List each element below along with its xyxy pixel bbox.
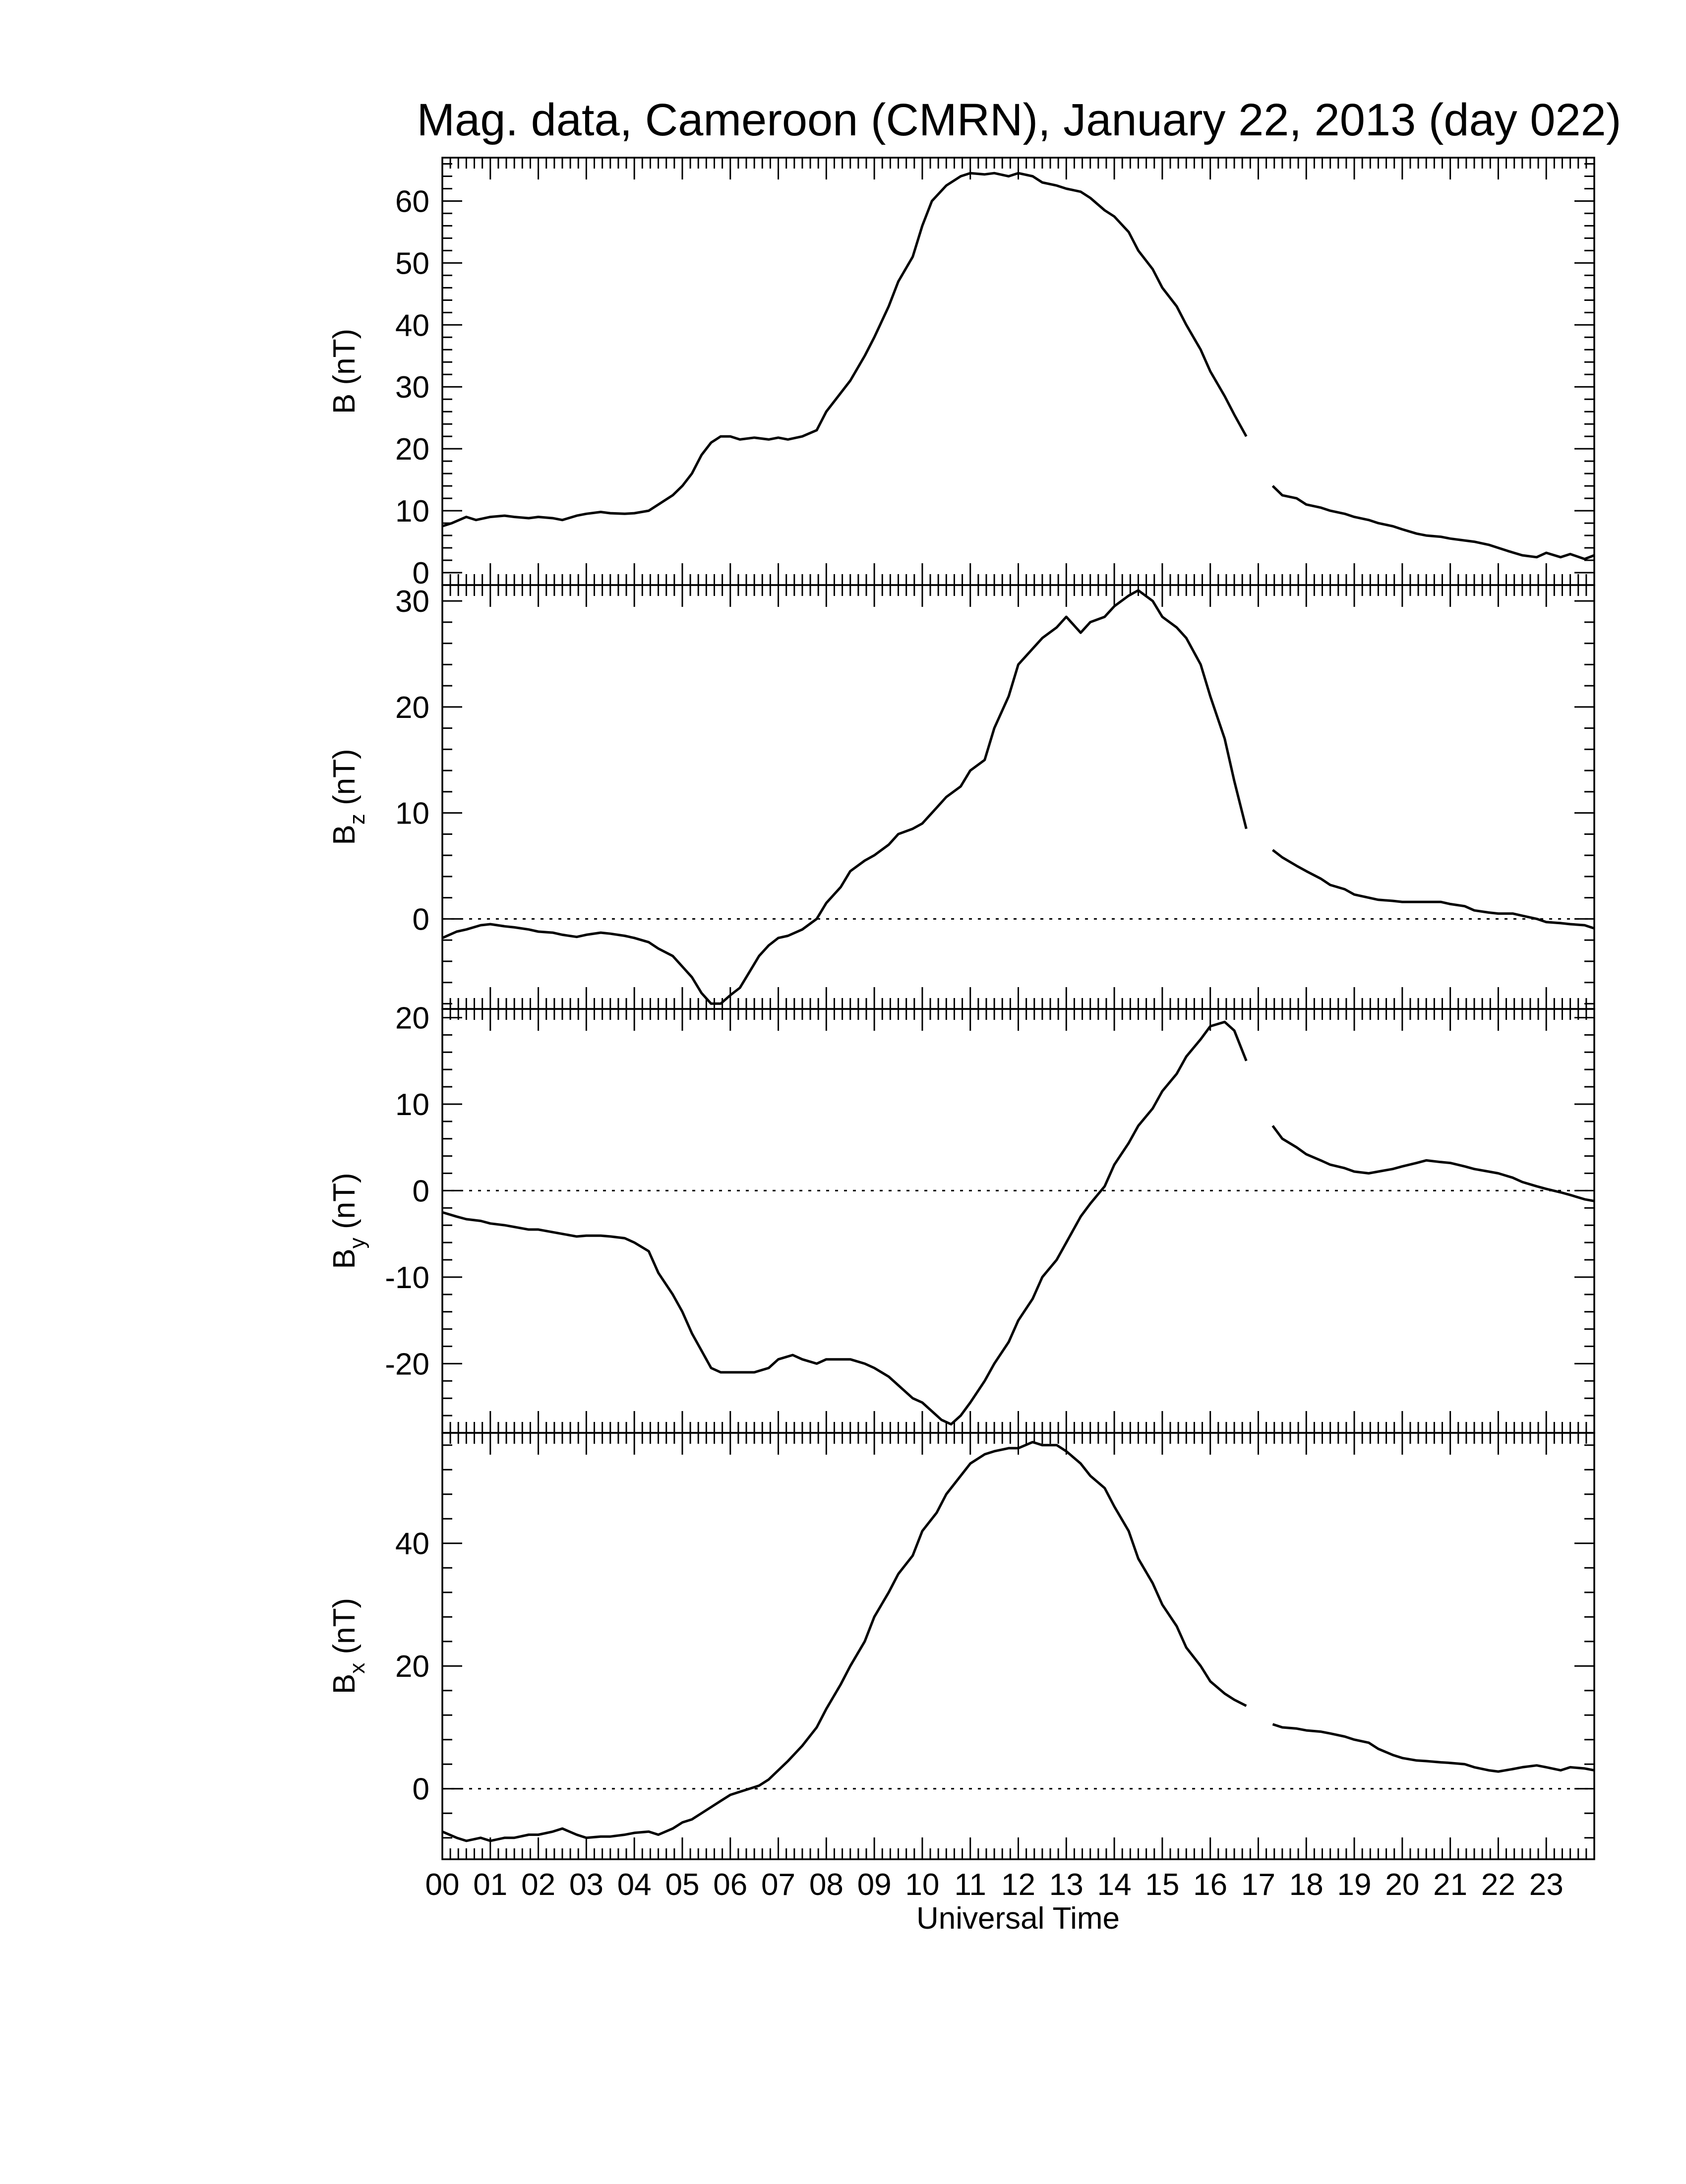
x-tick-label: 13: [1049, 1868, 1084, 1902]
y-tick-label: 0: [413, 1772, 429, 1807]
y-tick-label: 20: [395, 691, 429, 725]
x-tick-label: 09: [857, 1868, 892, 1902]
x-tick-label: 04: [617, 1868, 652, 1902]
trace-by-segment-2: [1271, 1125, 1595, 1202]
y-tick-label: 30: [395, 585, 429, 619]
y-axis-title: By (nT): [327, 1173, 369, 1269]
y-tick-label: -10: [385, 1261, 429, 1295]
x-ticks: [441, 585, 1595, 1009]
x-tick-label: 06: [713, 1868, 747, 1902]
panel-frame: [441, 1008, 1595, 1434]
trace-b-segment-2: [1271, 485, 1595, 560]
y-tick-label: 20: [395, 1001, 429, 1035]
x-tick-label: 01: [473, 1868, 507, 1902]
panel-frame: [441, 584, 1595, 1010]
x-tick-label: 12: [1001, 1868, 1035, 1902]
x-ticks: [441, 158, 1595, 585]
x-axis-tick-labels: 00 01 02 03 04 05 06 07 08 09 10 11 12 13 14 15 16 17 18 19…: [425, 1868, 1564, 1902]
x-tick-label: 05: [665, 1868, 699, 1902]
x-tick-label: 18: [1289, 1868, 1324, 1902]
x-axis-title: Universal Time: [916, 1901, 1120, 1936]
x-tick-label: 10: [905, 1868, 939, 1902]
y-tick-label: -20: [385, 1347, 429, 1381]
y-tick-label: 10: [395, 494, 429, 529]
y-axis-title: Bx (nT): [327, 1598, 369, 1694]
chart-title: Mag. data, Cameroon (CMRN), January 22, …: [417, 95, 1622, 145]
y-tick-label: 40: [395, 1527, 429, 1561]
y-tick-label: 50: [395, 246, 429, 281]
y-tick-label: 0: [413, 556, 429, 590]
panels-group: 0 10 20 30 40 50 60 B (nT) 0 10 20 30 Bz (nT) -20 -10 0…: [327, 157, 1595, 1860]
x-tick-label: 02: [521, 1868, 555, 1902]
y-axis: 0 10 20 30: [395, 585, 1594, 1004]
trace-bz-segment-1: [441, 589, 1248, 1005]
x-tick-label: 16: [1193, 1868, 1227, 1902]
y-tick-label: 0: [413, 902, 429, 937]
x-tick-label: 08: [809, 1868, 843, 1902]
panel-by: -20 -10 0 10 20 By (nT): [327, 1001, 1595, 1434]
y-tick-label: 10: [395, 1088, 429, 1122]
x-ticks: [441, 1009, 1595, 1433]
x-tick-label: 11: [955, 1868, 986, 1902]
x-tick-label: 19: [1337, 1868, 1372, 1902]
x-tick-label: 07: [761, 1868, 795, 1902]
y-axis: 0 20 40: [395, 1444, 1594, 1839]
x-ticks: [441, 1433, 1595, 1859]
y-tick-label: 40: [395, 308, 429, 343]
y-axis: 0 10 20 30 40 50 60: [395, 163, 1594, 590]
panel-frame: [441, 157, 1595, 586]
panel-frame: [441, 1432, 1595, 1860]
x-tick-label: 17: [1241, 1868, 1275, 1902]
trace-b-segment-1: [442, 172, 1248, 528]
x-tick-label: 00: [425, 1868, 460, 1902]
x-tick-label: 03: [569, 1868, 603, 1902]
y-axis: -20 -10 0 10 20: [385, 1001, 1594, 1434]
y-tick-label: 10: [395, 797, 429, 831]
y-tick-label: 20: [395, 432, 429, 467]
x-tick-label: 14: [1097, 1868, 1132, 1902]
x-tick-label: 20: [1385, 1868, 1419, 1902]
y-axis-title: Bz (nT): [327, 749, 369, 845]
trace-by-segment-1: [442, 1020, 1248, 1426]
x-tick-label: 21: [1433, 1868, 1467, 1902]
y-tick-label: 0: [413, 1174, 429, 1208]
y-axis-title: B (nT): [327, 329, 361, 414]
y-tick-label: 60: [395, 184, 429, 219]
panel-b: 0 10 20 30 40 50 60 B (nT): [327, 157, 1595, 590]
panel-bx: 0 20 40 Bx (nT): [327, 1432, 1595, 1860]
x-tick-label: 15: [1145, 1868, 1179, 1902]
trace-bx-segment-1: [442, 1441, 1247, 1842]
trace-bz-segment-2: [1271, 849, 1595, 930]
panel-bz: 0 10 20 30 Bz (nT): [327, 584, 1595, 1010]
trace-bx-segment-2: [1272, 1723, 1595, 1773]
y-tick-label: 20: [395, 1650, 429, 1684]
x-tick-label: 22: [1481, 1868, 1515, 1902]
x-tick-label: 23: [1529, 1868, 1564, 1902]
y-tick-label: 30: [395, 370, 429, 405]
